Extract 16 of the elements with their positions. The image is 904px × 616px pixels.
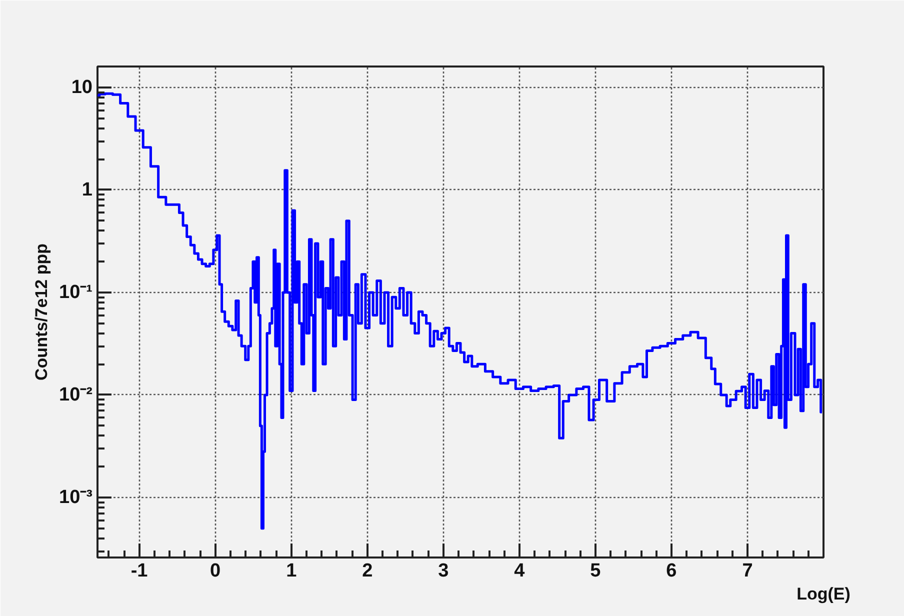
x-tick-label: 3 <box>438 560 449 582</box>
x-tick-label: -1 <box>130 560 148 582</box>
x-tick-label: 4 <box>514 560 526 582</box>
y-tick-label: 10⁻¹ <box>59 282 93 303</box>
x-tick-label: 6 <box>666 560 677 582</box>
y-tick-label: 10⁻² <box>59 384 93 406</box>
x-tick-label: 5 <box>590 560 602 582</box>
y-tick-label: 10 <box>71 76 93 98</box>
x-tick-label: 7 <box>742 560 753 582</box>
x-tick-label: 1 <box>286 560 298 582</box>
y-tick-label: 10⁻³ <box>59 487 93 508</box>
y-tick-label: 1 <box>82 179 93 200</box>
y-axis-title: Counts/7e12 ppp <box>32 244 52 380</box>
x-axis-title: Log(E) <box>796 584 850 604</box>
x-tick-label: 0 <box>210 560 221 582</box>
x-tick-label: 2 <box>362 560 373 582</box>
